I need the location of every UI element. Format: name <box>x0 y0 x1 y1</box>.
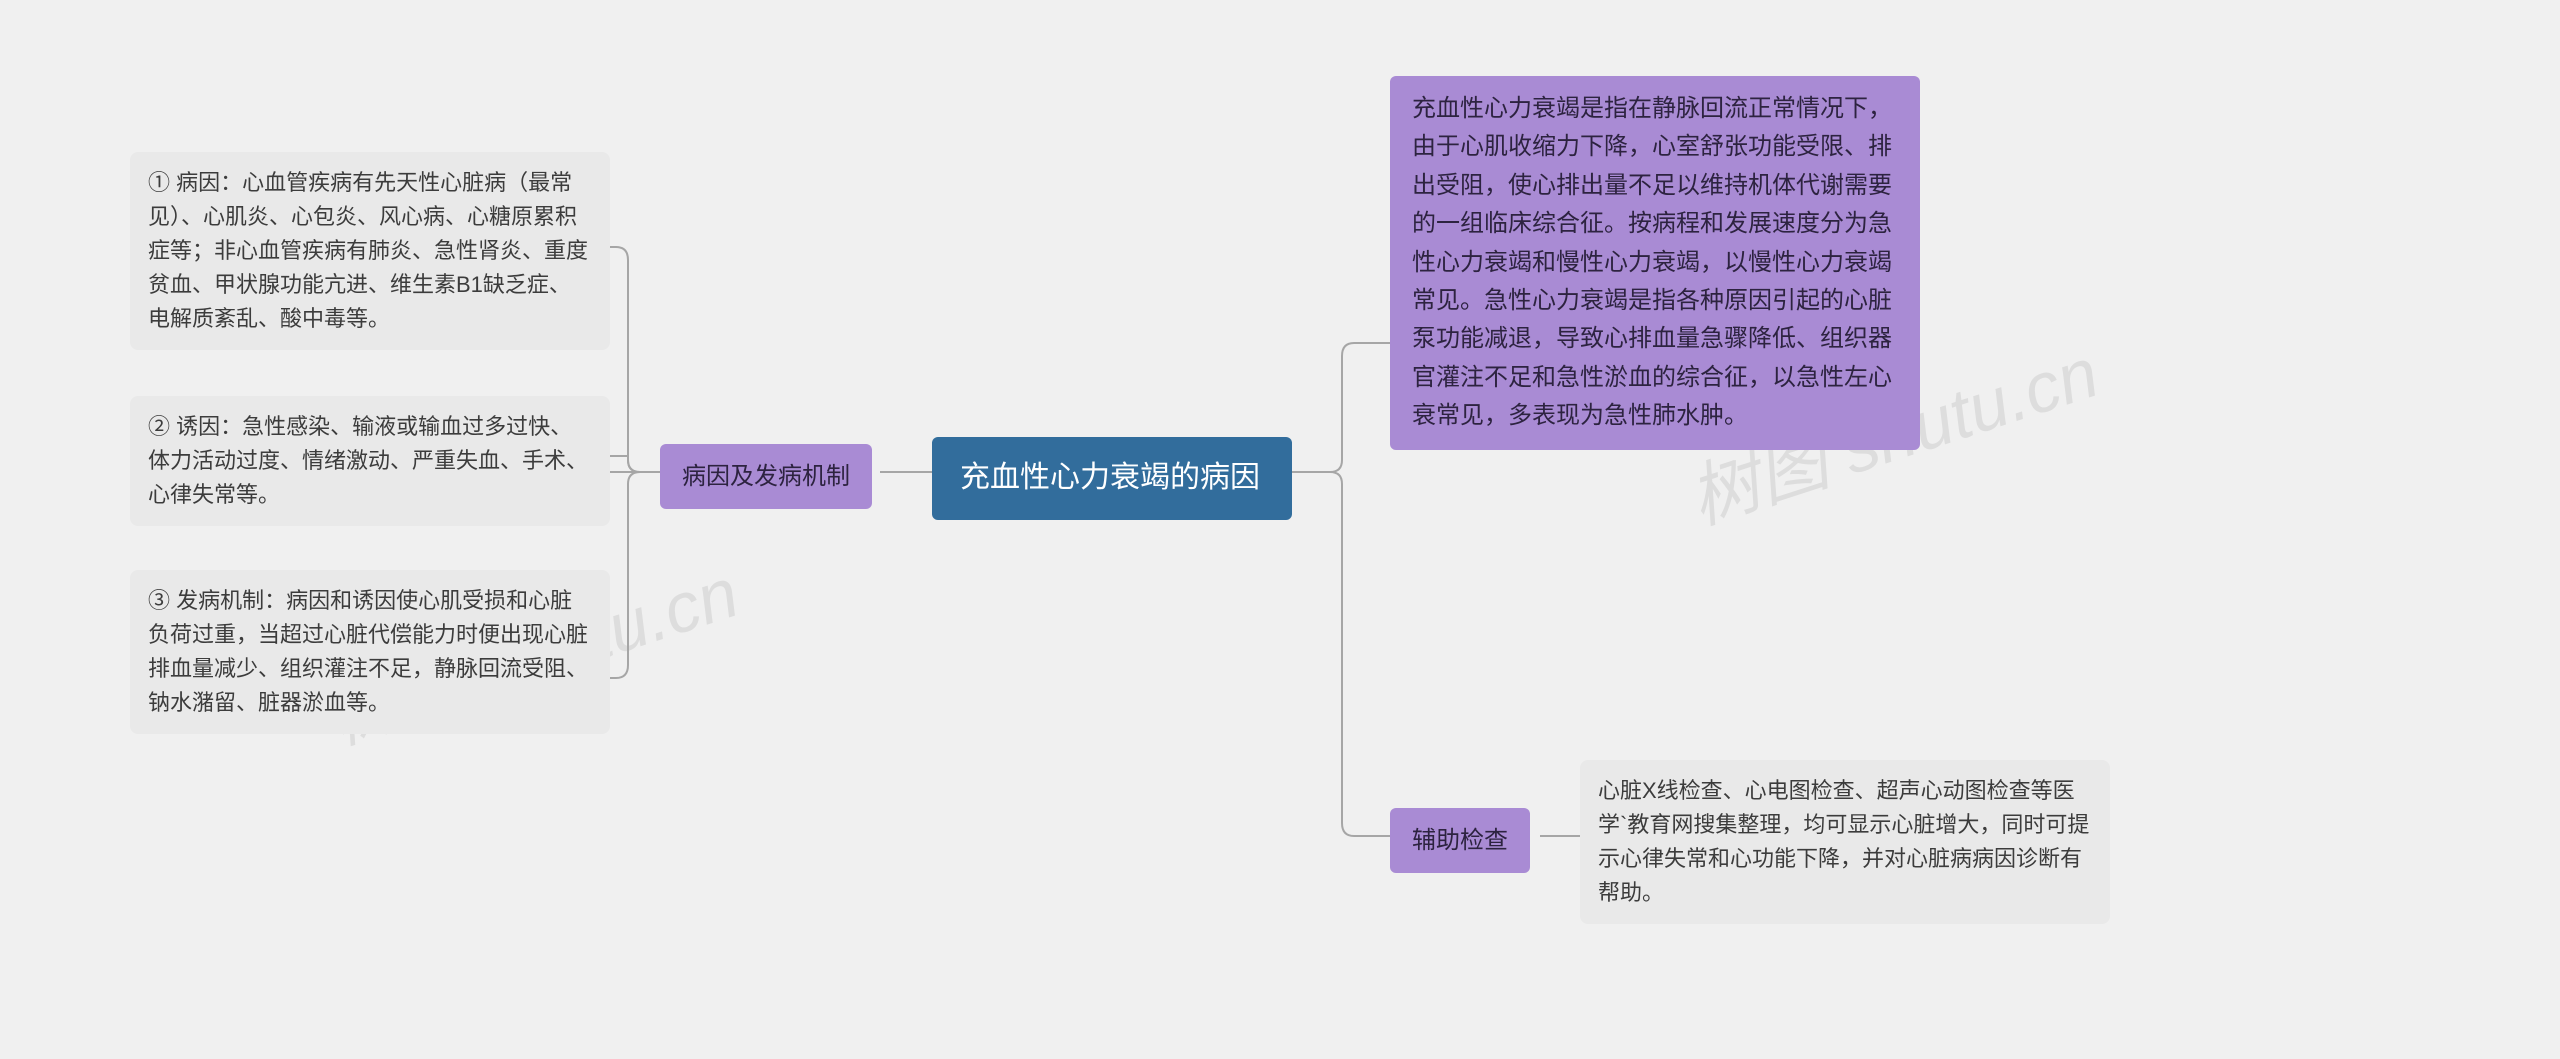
right-leaf-text: 心脏X线检查、心电图检查、超声心动图检查等医学`教育网搜集整理，均可显示心脏增大… <box>1598 778 2089 905</box>
left-leaf-1[interactable]: ① 病因：心血管疾病有先天性心脏病（最常见）、心肌炎、心包炎、风心病、心糖原累积… <box>130 152 610 350</box>
left-leaf-3[interactable]: ③ 发病机制：病因和诱因使心肌受损和心脏负荷过重，当超过心脏代偿能力时便出现心脏… <box>130 570 610 734</box>
left-leaf-3-text: ③ 发病机制：病因和诱因使心肌受损和心脏负荷过重，当超过心脏代偿能力时便出现心脏… <box>148 588 588 715</box>
right-leaf[interactable]: 心脏X线检查、心电图检查、超声心动图检查等医学`教育网搜集整理，均可显示心脏增大… <box>1580 760 2110 924</box>
left-leaf-2-text: ② 诱因：急性感染、输液或输血过多过快、体力活动过度、情绪激动、严重失血、手术、… <box>148 414 588 507</box>
right-branch-label: 辅助检查 <box>1412 827 1508 854</box>
left-leaf-1-text: ① 病因：心血管疾病有先天性心脏病（最常见）、心肌炎、心包炎、风心病、心糖原累积… <box>148 170 588 331</box>
right-description-node[interactable]: 充血性心力衰竭是指在静脉回流正常情况下，由于心肌收缩力下降，心室舒张功能受限、排… <box>1390 76 1920 450</box>
center-node[interactable]: 充血性心力衰竭的病因 <box>932 437 1292 520</box>
center-label: 充血性心力衰竭的病因 <box>960 461 1260 494</box>
left-branch-label: 病因及发病机制 <box>682 463 850 490</box>
right-branch-node[interactable]: 辅助检查 <box>1390 808 1530 873</box>
left-leaf-2[interactable]: ② 诱因：急性感染、输液或输血过多过快、体力活动过度、情绪激动、严重失血、手术、… <box>130 396 610 526</box>
left-branch-node[interactable]: 病因及发病机制 <box>660 444 872 509</box>
right-description-text: 充血性心力衰竭是指在静脉回流正常情况下，由于心肌收缩力下降，心室舒张功能受限、排… <box>1412 95 1892 429</box>
